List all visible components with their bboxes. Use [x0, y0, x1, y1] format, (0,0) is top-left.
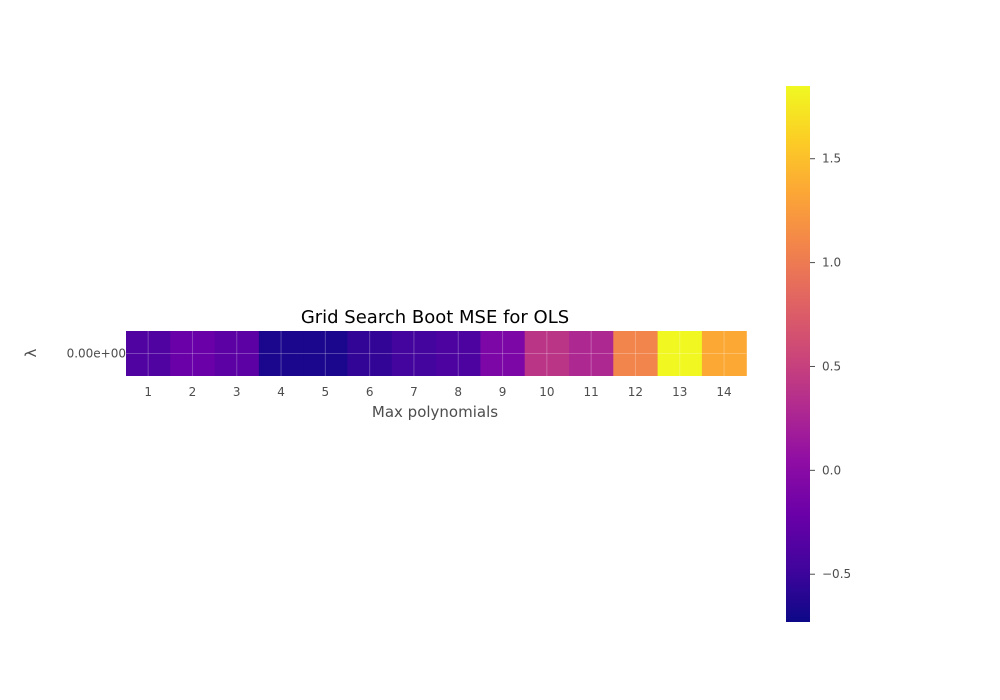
- x-axis-label: Max polynomials: [372, 403, 498, 421]
- heatmap-cell: [613, 331, 659, 376]
- colorbar-tick-label: −0.5: [822, 567, 851, 581]
- heatmap-cell: [258, 331, 304, 376]
- x-tick-label: 7: [410, 385, 418, 399]
- colorbar-tick-label: 1.0: [822, 256, 841, 270]
- x-tick-label: 2: [189, 385, 197, 399]
- x-tick-label: 13: [672, 385, 687, 399]
- heatmap-cells: [126, 331, 747, 376]
- colorbar-tick-label: 0.0: [822, 463, 841, 477]
- y-axis-ticks: 0.00e+00: [67, 347, 126, 361]
- x-tick-label: 6: [366, 385, 374, 399]
- colorbar: [786, 86, 810, 622]
- chart-title: Grid Search Boot MSE for OLS: [301, 307, 569, 328]
- heatmap-cell: [436, 331, 481, 376]
- y-tick-label: 0.00e+00: [67, 347, 126, 361]
- heatmap-cell: [524, 331, 570, 376]
- heatmap-cell: [303, 331, 349, 376]
- heatmap-cell: [701, 331, 747, 376]
- x-tick-label: 5: [322, 385, 330, 399]
- heatmap-cell: [569, 331, 614, 376]
- x-tick-label: 3: [233, 385, 241, 399]
- colorbar-tick-label: 0.5: [822, 359, 841, 373]
- heatmap-gridlines: [126, 331, 747, 376]
- x-tick-label: 14: [716, 385, 731, 399]
- x-tick-label: 8: [454, 385, 462, 399]
- heatmap-cell: [126, 331, 171, 376]
- x-tick-label: 9: [499, 385, 507, 399]
- heatmap-cell: [657, 331, 703, 376]
- x-axis-ticks: 1 2 3 4 5 6 7 8 9 10 11 12 13 14: [144, 385, 731, 399]
- colorbar-ticks: −0.5 0.0 0.5 1.0 1.5: [810, 152, 851, 581]
- x-tick-label: 12: [628, 385, 643, 399]
- heatmap-cell: [170, 331, 216, 376]
- colorbar-tick-label: 1.5: [822, 152, 841, 166]
- x-tick-label: 10: [539, 385, 554, 399]
- x-tick-label: 4: [277, 385, 285, 399]
- heatmap-cell: [214, 331, 260, 376]
- y-axis-label: λ: [22, 348, 40, 357]
- heatmap-cell: [391, 331, 437, 376]
- x-tick-label: 11: [584, 385, 599, 399]
- x-tick-label: 1: [144, 385, 152, 399]
- heatmap-cell: [480, 331, 526, 376]
- heatmap-cell: [347, 331, 393, 376]
